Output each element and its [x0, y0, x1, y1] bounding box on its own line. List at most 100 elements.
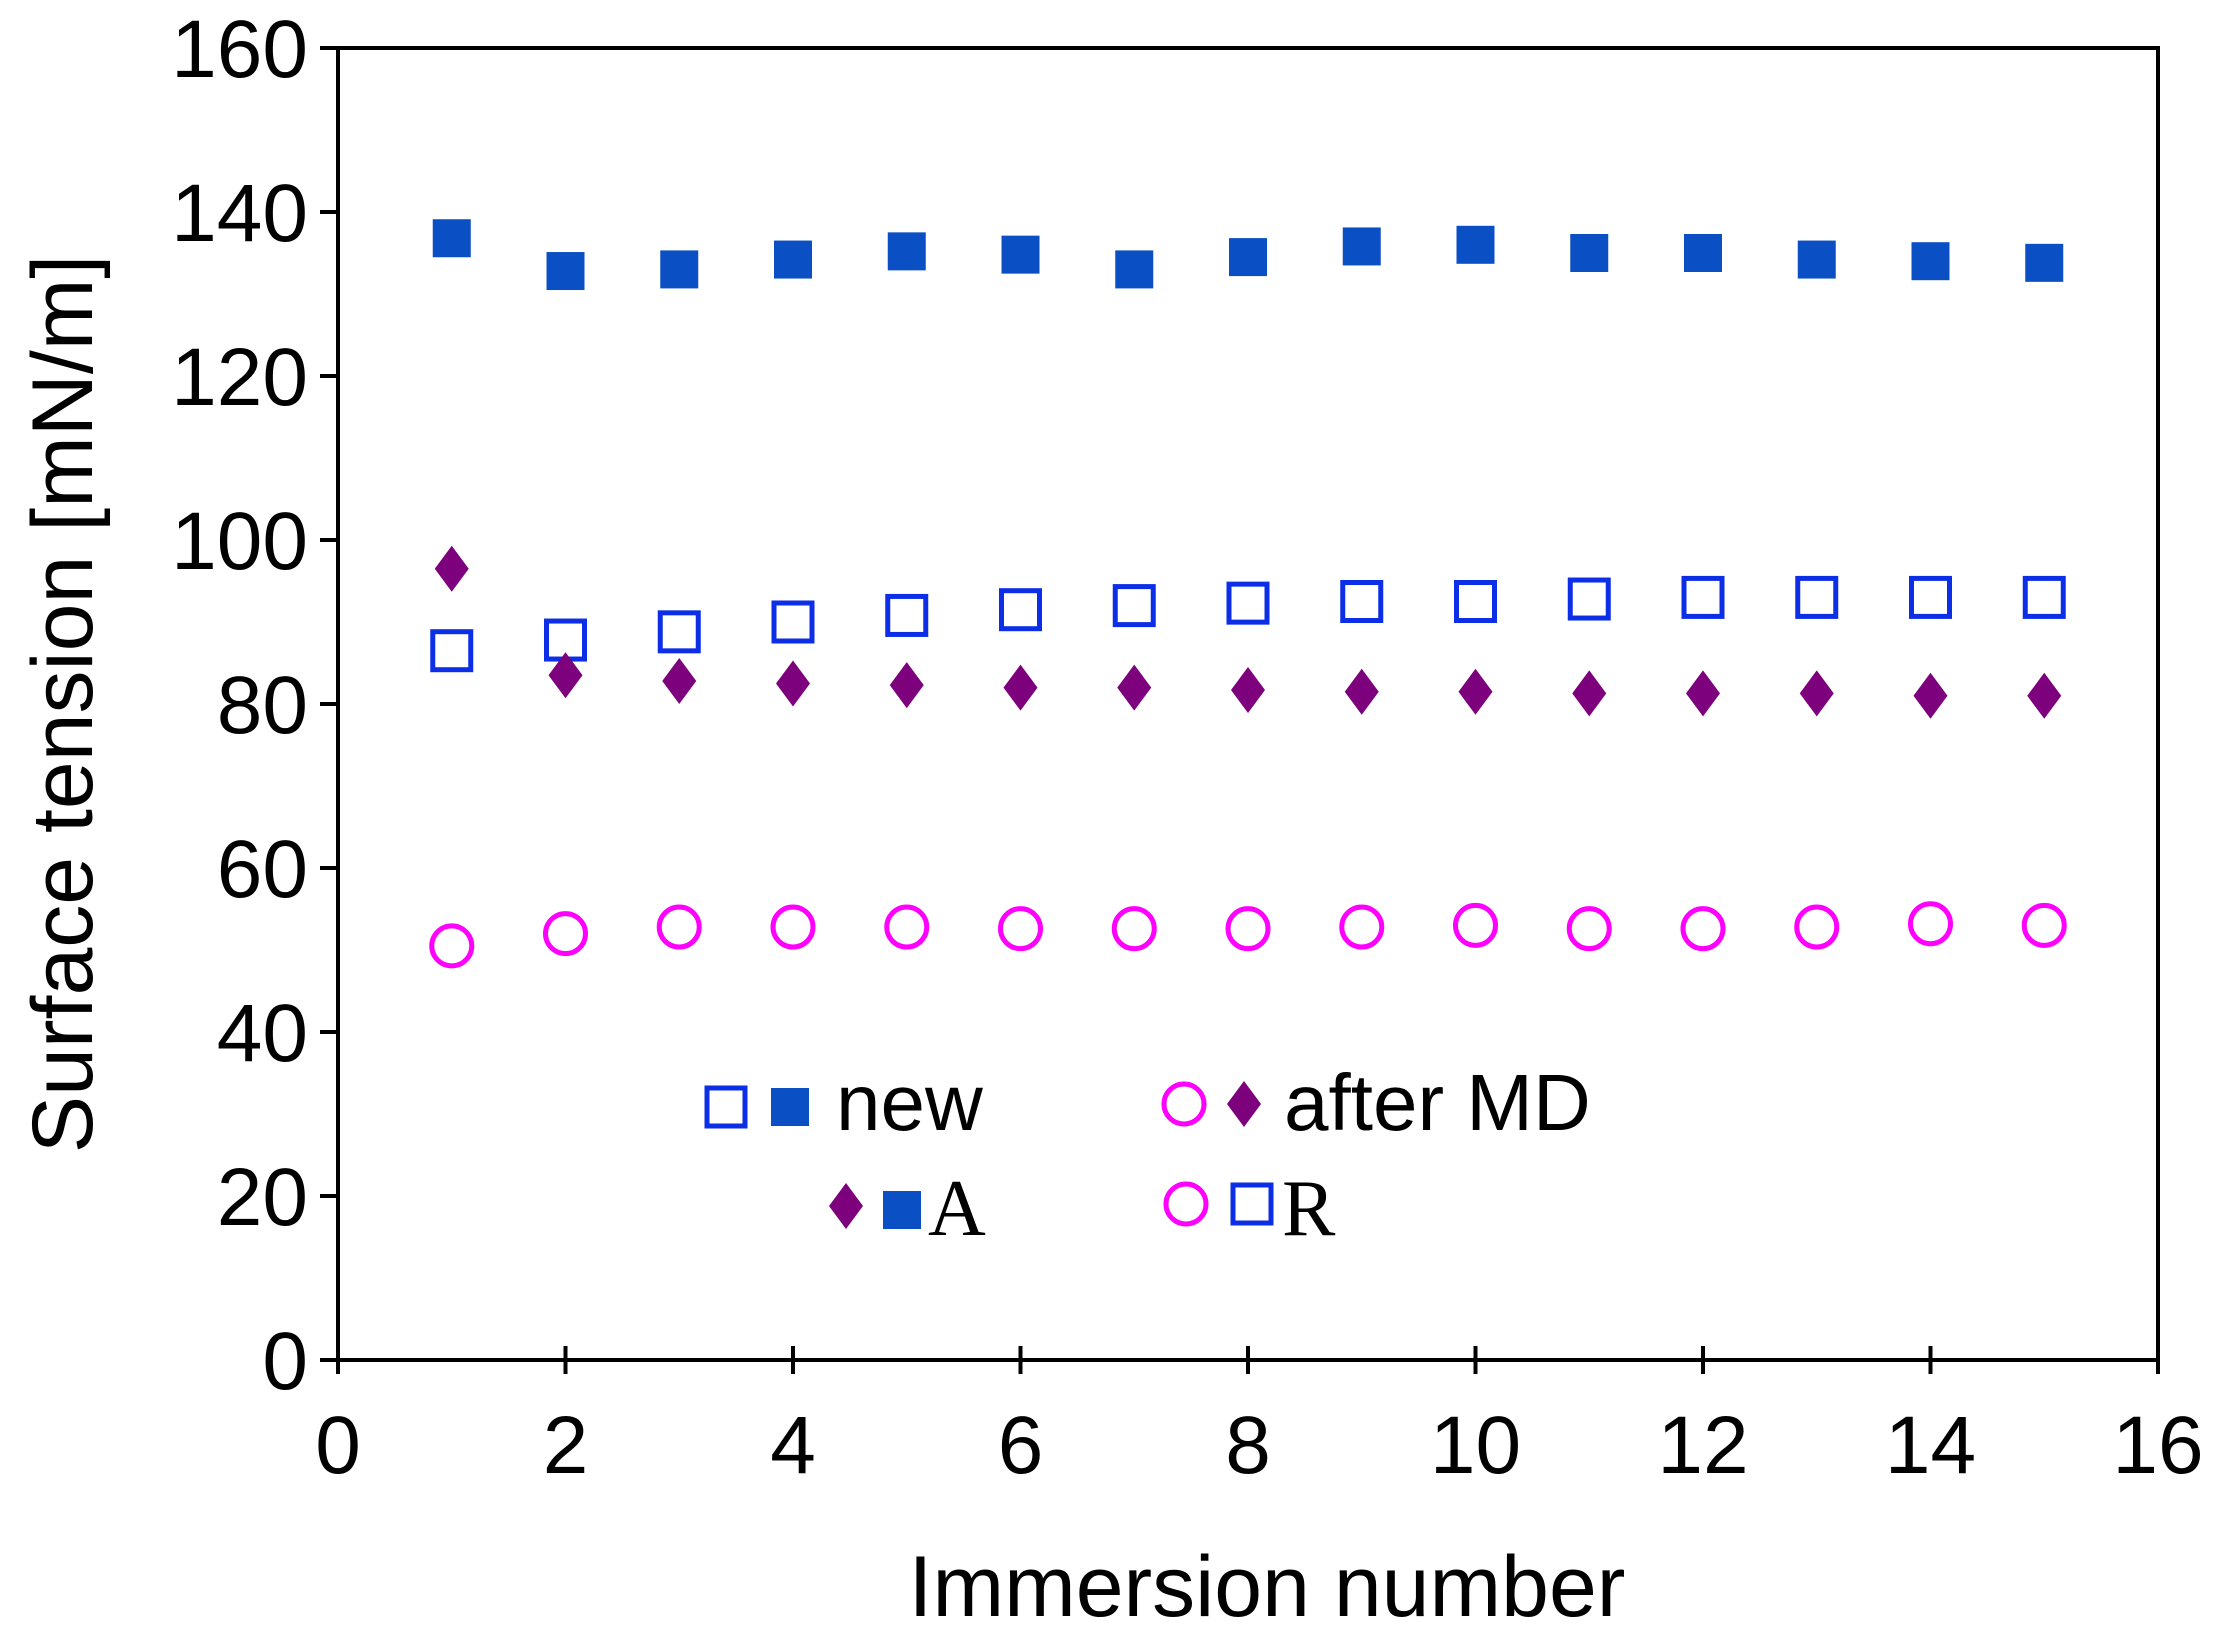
legend-marker [883, 1191, 921, 1229]
y-tick-label: 20 [217, 1152, 308, 1243]
x-tick-label: 6 [998, 1400, 1044, 1491]
data-point [1681, 575, 1725, 619]
data-point [1225, 906, 1271, 952]
legend-label-r: R [1282, 1165, 1336, 1253]
data-point [770, 904, 816, 950]
legend-label-new: new [836, 1058, 983, 1147]
data-point [2022, 575, 2066, 619]
data-point [776, 660, 810, 707]
series-after-md-a [434, 545, 2062, 719]
data-point [662, 658, 697, 705]
legend-marker [1161, 1081, 1207, 1127]
data-point [884, 904, 930, 950]
legend-marker [704, 1085, 748, 1129]
legend-item-new-markers [704, 1085, 809, 1129]
data-point [1003, 664, 1038, 711]
data-point [887, 232, 926, 271]
data-point [885, 593, 929, 637]
data-point [1454, 580, 1497, 623]
series-after-md-r [429, 901, 2067, 969]
data-point [543, 911, 588, 957]
data-point [548, 652, 583, 699]
x-tick-label: 4 [770, 1400, 816, 1491]
data-point [1911, 242, 1950, 281]
data-point [1566, 906, 1612, 952]
data-point [1680, 906, 1726, 952]
y-tick-label: 100 [171, 496, 308, 587]
data-point [1112, 584, 1156, 628]
legend-label-a: A [928, 1165, 986, 1253]
data-point [1117, 664, 1152, 711]
data-point [1001, 235, 1040, 274]
x-tick-label: 0 [315, 1400, 361, 1491]
x-tick-label: 14 [1885, 1400, 1976, 1491]
legend-label-after-md: after MD [1284, 1058, 1591, 1147]
x-axis-ticks: 0 2 4 6 8 10 12 14 16 [315, 1346, 2204, 1491]
data-point [771, 600, 815, 644]
data-point [1909, 575, 1952, 619]
data-point [432, 219, 471, 258]
data-point [2021, 902, 2067, 948]
data-point [657, 610, 701, 654]
data-point [1572, 670, 1607, 717]
data-point [1226, 581, 1270, 625]
data-points [429, 219, 2067, 969]
data-point [1115, 250, 1154, 289]
legend-marker [1230, 1182, 1274, 1226]
data-point [1458, 668, 1493, 715]
y-tick-label: 160 [171, 4, 308, 95]
data-point [1794, 904, 1840, 950]
series-new-a [432, 219, 2064, 291]
data-point [1913, 672, 1948, 719]
legend-marker [829, 1183, 863, 1229]
x-tick-label: 2 [543, 1400, 589, 1491]
data-point [1111, 906, 1157, 952]
y-axis-title: Surface tension [mN/m] [15, 255, 111, 1154]
data-point [998, 906, 1043, 952]
data-point [1908, 901, 1953, 947]
data-point [2025, 243, 2064, 282]
data-point [1342, 227, 1381, 266]
data-point [546, 252, 585, 291]
data-point [434, 545, 469, 592]
data-point [1340, 580, 1384, 623]
y-tick-label: 60 [217, 824, 308, 915]
legend-item-a-markers [829, 1183, 921, 1229]
data-point [1684, 234, 1722, 272]
x-tick-label: 10 [1430, 1400, 1521, 1491]
y-tick-label: 0 [262, 1316, 308, 1407]
data-point [660, 250, 699, 289]
legend-item-after-md-markers [1161, 1081, 1261, 1127]
legend-marker [771, 1088, 809, 1126]
data-point [1453, 902, 1498, 948]
y-tick-label: 80 [217, 660, 308, 751]
x-tick-label: 8 [1225, 1400, 1271, 1491]
legend-marker [1227, 1081, 1261, 1127]
y-tick-label: 120 [171, 332, 308, 423]
y-tick-label: 140 [171, 168, 308, 259]
data-point [1799, 670, 1834, 717]
data-point [1229, 238, 1267, 277]
x-tick-label: 12 [1657, 1400, 1748, 1491]
data-point [774, 240, 812, 279]
data-point [889, 662, 924, 709]
data-point [1797, 240, 1836, 279]
x-tick-label: 16 [2112, 1400, 2203, 1491]
data-point [429, 923, 475, 969]
series-new-r [430, 575, 2066, 673]
data-point [430, 629, 474, 673]
legend-marker [1163, 1181, 1209, 1227]
y-axis-ticks: 0 20 40 60 80 100 120 140 160 [171, 4, 338, 1407]
x-axis-title: Immersion number [909, 1539, 1626, 1631]
data-point [1686, 670, 1720, 717]
data-point [656, 904, 702, 950]
y-tick-label: 40 [217, 988, 308, 1079]
data-point [1570, 234, 1609, 272]
data-point [2027, 672, 2062, 719]
legend: new after MD A R [704, 1058, 1591, 1253]
data-point [1344, 668, 1379, 715]
data-point [999, 588, 1042, 632]
data-point [1231, 667, 1265, 714]
data-point [1339, 904, 1385, 950]
